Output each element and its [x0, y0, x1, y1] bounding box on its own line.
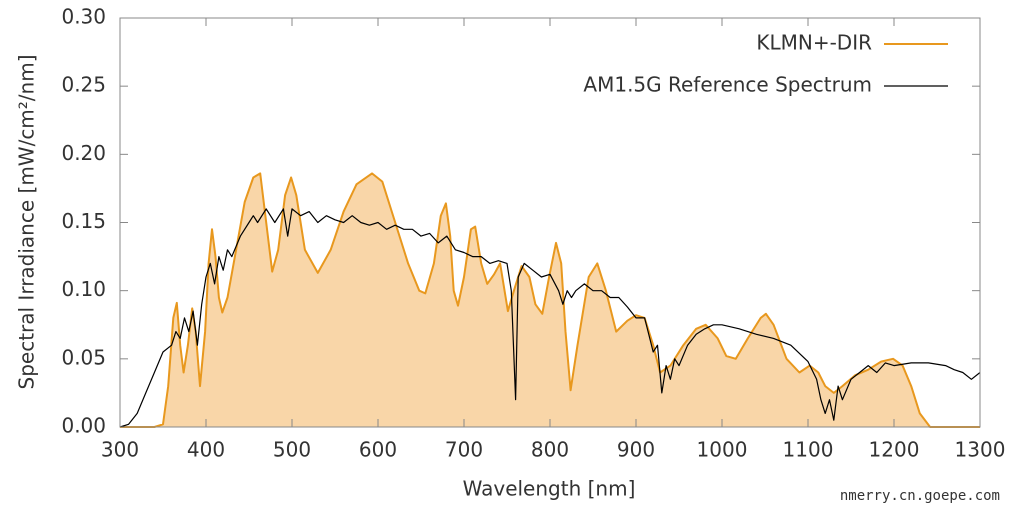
y-tick-label: 0.15	[61, 209, 106, 233]
y-tick-label: 0.30	[61, 5, 106, 29]
y-tick-label: 0.20	[61, 141, 106, 165]
area	[120, 173, 980, 427]
y-tick-label: 0.05	[61, 345, 106, 369]
x-tick-label: 300	[101, 438, 139, 462]
line	[119, 208, 981, 428]
x-tick-label: 400	[187, 438, 225, 462]
y-tick-label: 0.00	[61, 414, 106, 438]
x-tick-label: 700	[445, 438, 483, 462]
x-tick-label: 900	[617, 438, 655, 462]
x-tick-label: 1000	[697, 438, 748, 462]
watermark: nmerry.cn.goepe.com	[840, 488, 1000, 504]
y-tick-label: 0.10	[61, 277, 106, 301]
x-tick-label: 800	[531, 438, 569, 462]
x-tick-label: 500	[273, 438, 311, 462]
y-axis-label: Spectral Irradiance [mW/cm²/nm]	[15, 54, 39, 389]
x-tick-label: 600	[359, 438, 397, 462]
x-axis-label: Wavelength [nm]	[463, 477, 636, 501]
legend-label: AM1.5G Reference Spectrum	[583, 73, 872, 97]
legend-label: KLMN+-DIR	[756, 31, 872, 55]
x-tick-label: 1100	[783, 438, 834, 462]
x-tick-label: 1200	[869, 438, 920, 462]
line	[120, 172, 980, 428]
y-tick-label: 0.25	[61, 73, 106, 97]
x-tick-label: 1300	[955, 438, 1006, 462]
